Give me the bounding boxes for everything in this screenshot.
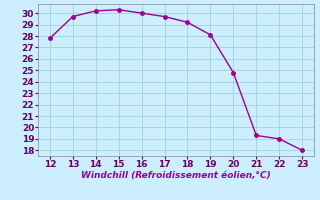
X-axis label: Windchill (Refroidissement éolien,°C): Windchill (Refroidissement éolien,°C) — [81, 171, 271, 180]
